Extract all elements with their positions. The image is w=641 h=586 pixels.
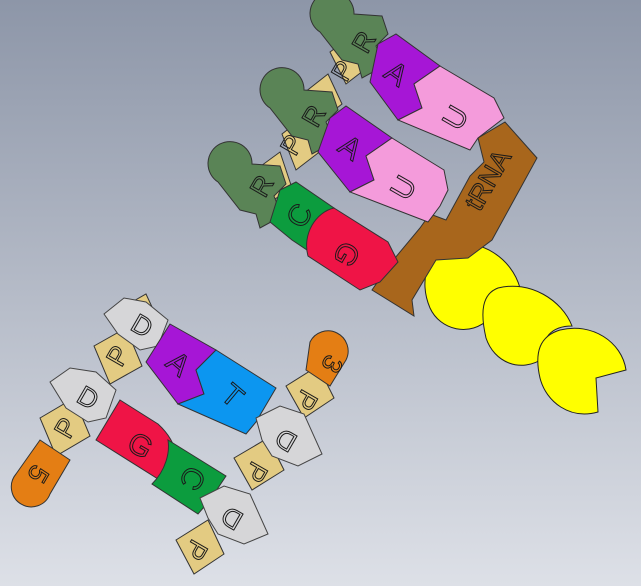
dna-sugar-row-1: D bbox=[103, 297, 169, 351]
ribose-sugar-icon bbox=[259, 67, 339, 155]
guanine-base bbox=[306, 207, 399, 291]
trna-complex: tRNA P P R R R A U bbox=[207, 0, 627, 415]
rna-sugar-row-2: R bbox=[259, 67, 339, 155]
dna-pair-sugar-row-2: D bbox=[199, 485, 269, 545]
rna-sugar-row-1: R bbox=[309, 0, 389, 79]
uracil-base bbox=[396, 65, 505, 151]
dna-sugar-row-2: D bbox=[49, 367, 117, 423]
rna-sugar-row-3: R bbox=[207, 141, 287, 229]
ribose-sugar-icon bbox=[207, 141, 287, 229]
dna-pair-sugar-row-1: D bbox=[255, 405, 323, 467]
deoxyribose-sugar-icon bbox=[103, 297, 169, 351]
uracil-base bbox=[348, 137, 449, 223]
dna-base-pair-2: G C bbox=[95, 399, 227, 515]
amino-acid-chain-icon bbox=[424, 243, 627, 415]
thymine-base bbox=[176, 349, 277, 435]
deoxyribose-sugar-icon bbox=[199, 485, 269, 545]
dna-fragment: P P 5 D D A T G C bbox=[10, 293, 349, 575]
deoxyribose-sugar-icon bbox=[255, 405, 323, 467]
trna-body: tRNA bbox=[371, 121, 538, 317]
rna-base-pair-1: A U bbox=[369, 33, 505, 151]
deoxyribose-sugar-icon bbox=[49, 367, 117, 423]
rna-base-pair-3: C G bbox=[269, 181, 399, 291]
ribose-sugar-icon bbox=[309, 0, 389, 79]
rna-base-pair-2: A U bbox=[317, 105, 449, 223]
dna-5-prime-end: 5 bbox=[10, 439, 71, 508]
dna-base-pair-1: A T bbox=[145, 323, 277, 435]
dna-3-prime-end: 3 bbox=[305, 330, 349, 387]
